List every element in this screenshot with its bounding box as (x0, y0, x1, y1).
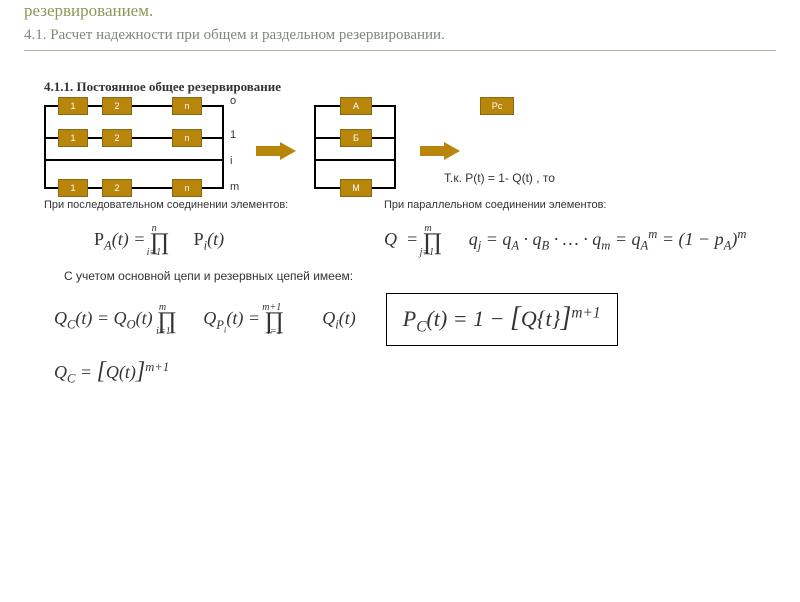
grid-box: 1 (58, 129, 88, 147)
row-label: m (230, 181, 239, 193)
grid-box: n (172, 129, 202, 147)
row-label: о (230, 95, 236, 107)
note-chains: С учетом основной цепи и резервных цепей… (64, 269, 776, 283)
pc-block: Pс (472, 101, 522, 201)
grid-box: n (172, 97, 202, 115)
formula-qc2: QC = [Q(t)]m+1 (54, 358, 776, 387)
col-box: А (340, 97, 372, 115)
pc-box: Pс (480, 97, 514, 115)
col-box: М (340, 179, 372, 197)
row-label: i (230, 155, 232, 167)
series-parallel-grid: 1 2 n 1 2 n 1 2 n о 1 i m (44, 101, 244, 201)
arrow-icon (256, 142, 296, 160)
formula-q: Q = ∏mj=1 qj = qA · qB · … · qm = qAm = … (384, 225, 764, 254)
caption-parallel: При параллельном соединении элементов: (384, 199, 764, 211)
grid-box: 1 (58, 179, 88, 197)
section-4-1-title: 4.1. Расчет надежности при общем и разде… (24, 27, 776, 51)
formula-pc-boxed: PC(t) = 1 − [Q{t}]m+1 (386, 293, 618, 345)
grid-box: 2 (102, 129, 132, 147)
formula-qc1: QC(t) = QO(t) ∏mi=1 QPi(t) = ∏m+1i=1 Qi(… (54, 304, 356, 334)
grid-box: 2 (102, 97, 132, 115)
prev-section-title: резервированием. (24, 2, 776, 21)
row-label: 1 (230, 129, 236, 141)
grid-box: 1 (58, 97, 88, 115)
diagram-row: 1 2 n 1 2 n 1 2 n о 1 i m А Б (44, 101, 776, 201)
col-box: Б (340, 129, 372, 147)
grid-box: 2 (102, 179, 132, 197)
formula-pa: PA(t) = ∏ni=1 Pi(t) (94, 225, 344, 254)
section-4-1-1-title: 4.1.1. Постоянное общее резервирование (44, 79, 776, 95)
grid-box: n (172, 179, 202, 197)
parallel-column: А Б М (308, 101, 408, 201)
arrow-icon (420, 142, 460, 160)
